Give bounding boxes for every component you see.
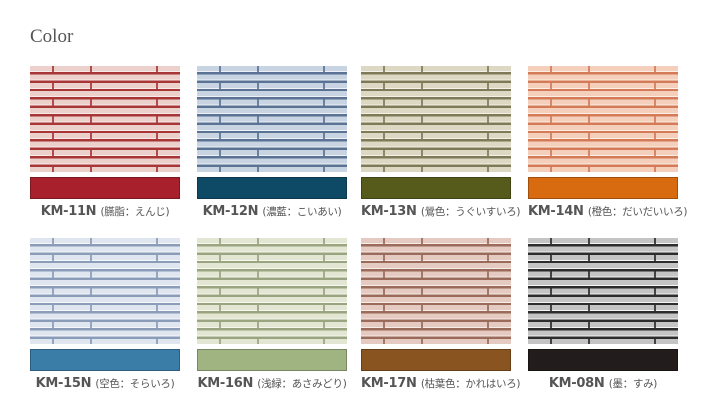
color-item: KM-15N (空色：そらいろ) [30,238,180,391]
tile-sample-image [30,66,180,172]
color-label: KM-12N (濃藍：こいあい) [197,204,347,219]
color-swatch [197,349,347,371]
color-name: (濃藍：こいあい) [262,206,342,218]
section-title: Color [30,26,74,47]
color-label: KM-11N (臙脂：えんじ) [30,204,180,219]
product-code: KM-08N [548,376,605,391]
product-code: KM-14N [528,204,584,219]
product-code: KM-15N [35,376,92,391]
color-label: KM-15N (空色：そらいろ) [30,376,180,391]
tile-sample-image [361,66,511,172]
tile-sample-image [30,238,180,344]
color-swatch [30,177,180,199]
color-item: KM-17N (枯葉色：かれはいろ) [361,238,521,391]
product-code: KM-17N [361,376,417,391]
tile-sample-image [197,238,347,344]
color-name: (橙色：だいだいいろ) [587,206,688,218]
color-item: KM-12N (濃藍：こいあい) [197,66,347,219]
color-swatch [528,349,678,371]
color-label: KM-16N (浅緑：あさみどり) [197,376,347,391]
color-name: (墨：すみ) [608,378,658,390]
product-code: KM-13N [361,204,417,219]
color-name: (鶯色：うぐいすいろ) [420,206,521,218]
color-label: KM-14N (橙色：だいだいいろ) [528,204,688,219]
tile-sample-image [528,66,678,172]
color-label: KM-13N (鶯色：うぐいすいろ) [361,204,521,219]
product-code: KM-16N [197,376,254,391]
color-label: KM-08N (墨：すみ) [528,376,678,391]
color-name: (浅緑：あさみどり) [257,378,347,390]
color-item: KM-14N (橙色：だいだいいろ) [528,66,688,219]
color-item: KM-16N (浅緑：あさみどり) [197,238,347,391]
color-swatch [197,177,347,199]
product-code: KM-12N [202,204,259,219]
color-swatch [361,177,511,199]
color-swatch [30,349,180,371]
tile-sample-image [528,238,678,344]
color-item: KM-11N (臙脂：えんじ) [30,66,180,219]
color-label: KM-17N (枯葉色：かれはいろ) [361,376,521,391]
tile-sample-image [197,66,347,172]
tile-sample-image [361,238,511,344]
color-swatch [361,349,511,371]
color-item: KM-08N (墨：すみ) [528,238,678,391]
color-name: (臙脂：えんじ) [100,206,170,218]
color-item: KM-13N (鶯色：うぐいすいろ) [361,66,521,219]
product-code: KM-11N [40,204,97,219]
color-name: (空色：そらいろ) [95,378,175,390]
color-swatch [528,177,678,199]
color-name: (枯葉色：かれはいろ) [420,378,521,390]
